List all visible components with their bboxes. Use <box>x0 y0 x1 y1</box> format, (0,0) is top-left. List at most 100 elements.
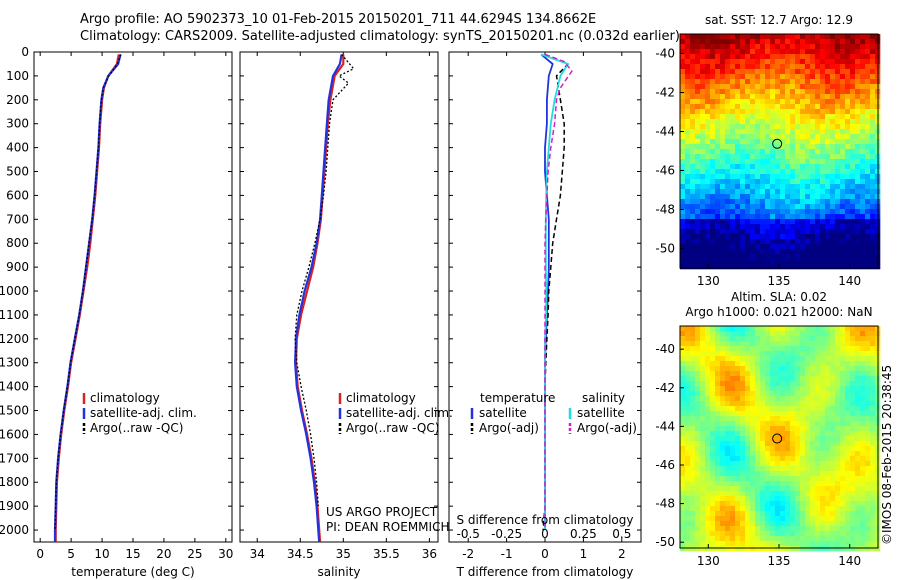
map-cell <box>830 204 836 210</box>
map-cell <box>815 466 821 472</box>
y-tick-label: 800 <box>6 236 29 250</box>
map-cell <box>710 124 716 130</box>
map-cell <box>815 451 821 457</box>
map-cell <box>745 366 751 372</box>
map-cell <box>840 426 846 432</box>
map-cell <box>830 49 836 55</box>
map-cell <box>765 164 771 170</box>
map-cell <box>815 199 821 205</box>
map-cell <box>775 466 781 472</box>
map-cell <box>705 511 711 517</box>
map-cell <box>690 371 696 377</box>
map-cell <box>720 331 726 337</box>
map-cell <box>855 214 861 220</box>
map-cell <box>745 34 751 40</box>
map-cell <box>770 536 776 542</box>
map-cell <box>705 199 711 205</box>
map-cell <box>760 481 766 487</box>
map-cell <box>805 144 811 150</box>
map-cell <box>785 234 791 240</box>
map-cell <box>825 99 831 105</box>
map-cell <box>735 436 741 442</box>
map-cell <box>765 169 771 175</box>
map-cell <box>795 229 801 235</box>
map-cell <box>745 336 751 342</box>
map-cell <box>720 224 726 230</box>
map-cell <box>840 79 846 85</box>
map-cell <box>850 371 856 377</box>
map-cell <box>805 456 811 462</box>
map-cell <box>855 109 861 115</box>
map-cell <box>855 526 861 532</box>
map-cell <box>795 426 801 432</box>
map-cell <box>815 426 821 432</box>
map-cell <box>700 119 706 125</box>
map-cell <box>700 144 706 150</box>
map-cell <box>730 331 736 337</box>
map-cell <box>725 406 731 412</box>
map-cell <box>735 89 741 95</box>
map-cell <box>700 39 706 45</box>
map-cell <box>825 336 831 342</box>
map-cell <box>680 204 686 210</box>
map-cell <box>725 501 731 507</box>
map-cell <box>775 39 781 45</box>
map-cell <box>705 59 711 65</box>
map-cell <box>800 391 806 397</box>
map-cell <box>695 209 701 215</box>
map-cell <box>715 229 721 235</box>
map-cell <box>800 491 806 497</box>
map-cell <box>845 259 851 265</box>
map-cell <box>865 189 871 195</box>
map-cell <box>685 254 691 260</box>
project-annotation: US ARGO PROJECT <box>326 505 438 519</box>
map-cell <box>820 64 826 70</box>
x-tick-label: 34.5 <box>287 547 314 561</box>
map-cell <box>790 516 796 522</box>
map-cell <box>765 391 771 397</box>
map-cell <box>730 326 736 332</box>
map-cell <box>765 516 771 522</box>
map-cell <box>685 481 691 487</box>
map-cell <box>860 451 866 457</box>
map-cell <box>795 536 801 542</box>
map-cell <box>750 446 756 452</box>
map-cell <box>770 531 776 537</box>
map-cell <box>835 461 841 467</box>
map-cell <box>850 184 856 190</box>
map-cell <box>785 149 791 155</box>
map-cell <box>820 516 826 522</box>
map-cell <box>785 144 791 150</box>
map-cell <box>740 34 746 40</box>
map-cell <box>690 441 696 447</box>
map-cell <box>730 104 736 110</box>
x-tick-label: -1 <box>501 547 513 561</box>
map-cell <box>735 471 741 477</box>
map-cell <box>730 159 736 165</box>
map-cell <box>765 491 771 497</box>
map-cell <box>820 239 826 245</box>
map-cell <box>745 401 751 407</box>
map-cell <box>770 159 776 165</box>
map-cell <box>865 346 871 352</box>
map-cell <box>730 356 736 362</box>
map-cell <box>715 214 721 220</box>
map-y-tick-label: -46 <box>655 458 675 472</box>
map-cell <box>865 521 871 527</box>
map-cell <box>745 466 751 472</box>
map-cell <box>800 249 806 255</box>
map-cell <box>695 39 701 45</box>
map-cell <box>750 456 756 462</box>
map-cell <box>740 109 746 115</box>
map-cell <box>860 376 866 382</box>
map-cell <box>840 119 846 125</box>
map-cell <box>845 356 851 362</box>
map-cell <box>790 421 796 427</box>
map-cell <box>725 234 731 240</box>
map-cell <box>720 154 726 160</box>
map-cell <box>790 74 796 80</box>
map-cell <box>870 546 876 552</box>
map-cell <box>725 229 731 235</box>
map-cell <box>685 129 691 135</box>
map-cell <box>815 356 821 362</box>
